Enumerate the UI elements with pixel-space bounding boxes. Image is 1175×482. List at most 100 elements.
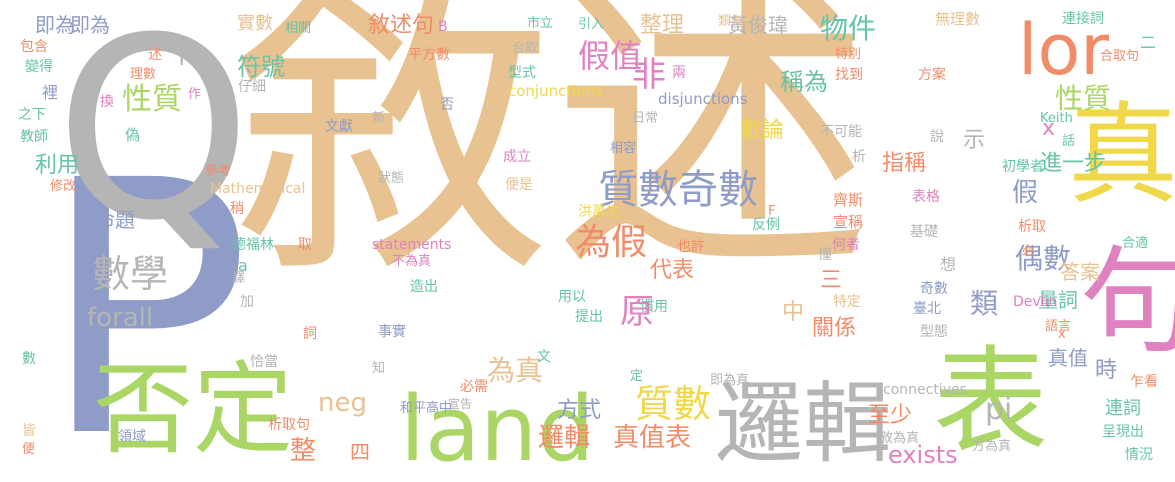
- word-qu: 取: [298, 237, 312, 253]
- word-exists: exists: [888, 441, 958, 469]
- word-yongyi: 用以: [558, 289, 586, 305]
- word-zhicheng: 指稱: [882, 151, 927, 176]
- word-chengxianchu: 呈現出: [1102, 424, 1144, 440]
- word-xiugai: 修改: [50, 179, 77, 194]
- word-lishu: 理數: [130, 67, 157, 82]
- word-zhuangtai: 狀態: [378, 171, 405, 186]
- word-bian: 便: [22, 442, 36, 457]
- word-disjunctions: disjunctions: [658, 90, 748, 108]
- word-xuweizhen: 敘為真: [880, 431, 920, 446]
- word-er: 二: [1140, 33, 1157, 52]
- word-ding: 定: [630, 369, 644, 384]
- word-shili: 市立: [527, 16, 554, 31]
- word-oushu: 偶數: [1015, 242, 1072, 275]
- word-jiwei-2: 即為: [70, 13, 110, 37]
- word-jia-2: 假: [1012, 178, 1039, 208]
- word-lianjieci: 連接詞: [1062, 11, 1104, 27]
- word-fanli: 反例: [752, 217, 780, 233]
- word-x: x: [1042, 116, 1056, 141]
- word-bi: 必: [1022, 244, 1036, 259]
- word-p: P: [40, 106, 252, 482]
- word-bukeneng: 不可能: [820, 124, 862, 140]
- word-hepinggaozhong: 和平高中: [400, 401, 453, 416]
- word-shuo: 說: [930, 129, 944, 145]
- word-jichu: 基礎: [910, 224, 938, 240]
- word-liyong: 利用: [35, 153, 80, 178]
- word-xushuju: 敘述句: [368, 13, 435, 38]
- word-shao: 稍: [230, 201, 244, 217]
- word-fou: 否: [440, 97, 454, 113]
- word-zhixia: 之下: [18, 107, 46, 123]
- word-a: a: [238, 256, 248, 275]
- word-chuxuezhe: 初學者: [1002, 159, 1044, 175]
- word-lei: 類: [970, 287, 999, 320]
- word-zhishu: 質數: [598, 167, 678, 213]
- word-lor: lor: [1018, 9, 1110, 91]
- word-shu: 數: [22, 351, 36, 367]
- word-wei: 偽: [125, 126, 141, 144]
- word-weizhen: 為真: [487, 354, 544, 387]
- word-yinru: 引入: [578, 17, 605, 32]
- word-jishu-2: 奇數: [920, 281, 948, 297]
- word-tichu: 提出: [575, 309, 603, 325]
- word-qiadang: 恰當: [250, 354, 278, 370]
- word-jia: 加: [240, 294, 254, 310]
- word-leisi: 類似: [718, 14, 745, 29]
- word-zhakan: 乍看: [1130, 374, 1158, 390]
- word-connectives: connectives: [883, 382, 967, 398]
- word-fouding: 否定: [93, 351, 293, 468]
- word-bixu: 必需: [460, 379, 488, 395]
- word-xi: 析: [852, 149, 866, 165]
- word-jiazhi: 假值: [578, 37, 643, 75]
- word-san: 三: [820, 268, 843, 293]
- word-xingzhi-2: 性質: [1055, 82, 1112, 115]
- word-x-2: x: [1058, 327, 1066, 342]
- word-bianshi: 便是: [505, 177, 533, 193]
- word-wenxian: 文獻: [325, 119, 353, 135]
- word-buweizhen: 不為真: [392, 254, 432, 269]
- word-neg: neg: [318, 388, 367, 418]
- word-shishu: 實數: [237, 13, 273, 34]
- word-taibei: 臺北: [913, 301, 941, 317]
- word-ci: 詞: [303, 326, 317, 342]
- word-xiqu: 析取: [1018, 219, 1046, 235]
- word-teding: 特定: [833, 294, 861, 310]
- word-liangci: 量詞: [1038, 288, 1078, 312]
- word-lingyu: 領域: [118, 429, 146, 445]
- word-richang: 日常: [632, 111, 659, 126]
- word-zhenzhibiao: 真值表: [613, 423, 692, 453]
- word-daibiao: 代表: [650, 258, 695, 283]
- word-conjunctions: conjunctions: [508, 82, 603, 100]
- word-xingzhi-1: 性質: [122, 82, 182, 117]
- word-cankao: 參考: [205, 164, 232, 179]
- word-xiangrong: 相容: [610, 141, 637, 156]
- word-shi-2: 時: [1095, 358, 1118, 383]
- word-daan: 答案: [1060, 260, 1100, 284]
- word-zhi: 知: [372, 361, 386, 376]
- word-chengli: 成立: [503, 149, 531, 165]
- word-f: F: [768, 204, 776, 219]
- word-huangjunwei: 黃俊瑋: [728, 13, 788, 37]
- word-zhenzhi: 真值: [1048, 346, 1088, 370]
- word-xuancheng: 宣稱: [833, 213, 864, 231]
- word-mathematical: Mathematical: [210, 181, 306, 197]
- word-ju: 句: [1080, 235, 1175, 369]
- word-hongwansheng: 洪萬生: [578, 204, 620, 220]
- word-hequ: 合取: [512, 41, 539, 56]
- word-shishi: 事實: [378, 324, 406, 340]
- word-jinyibu: 進一步: [1040, 151, 1107, 176]
- word-statements: statements: [372, 237, 452, 253]
- word-zhengli: 整理: [640, 13, 685, 38]
- word-fangan: 方案: [918, 67, 946, 83]
- word-jiwei: 即為: [35, 13, 75, 37]
- word-xiang: 想: [940, 255, 957, 274]
- word-fangweizhen: 方為真: [972, 439, 1012, 454]
- word-guanxi: 關係: [812, 316, 857, 341]
- word-guanyong: 慣用: [640, 299, 668, 315]
- word-liang: 兩: [672, 65, 686, 81]
- word-chengwei: 稱為: [780, 68, 828, 96]
- word-forall: forall: [87, 303, 154, 333]
- word-dong: 懂: [818, 247, 832, 263]
- word-luoji-2: 邏輯: [538, 423, 591, 453]
- word-shu-2: 述: [148, 47, 162, 63]
